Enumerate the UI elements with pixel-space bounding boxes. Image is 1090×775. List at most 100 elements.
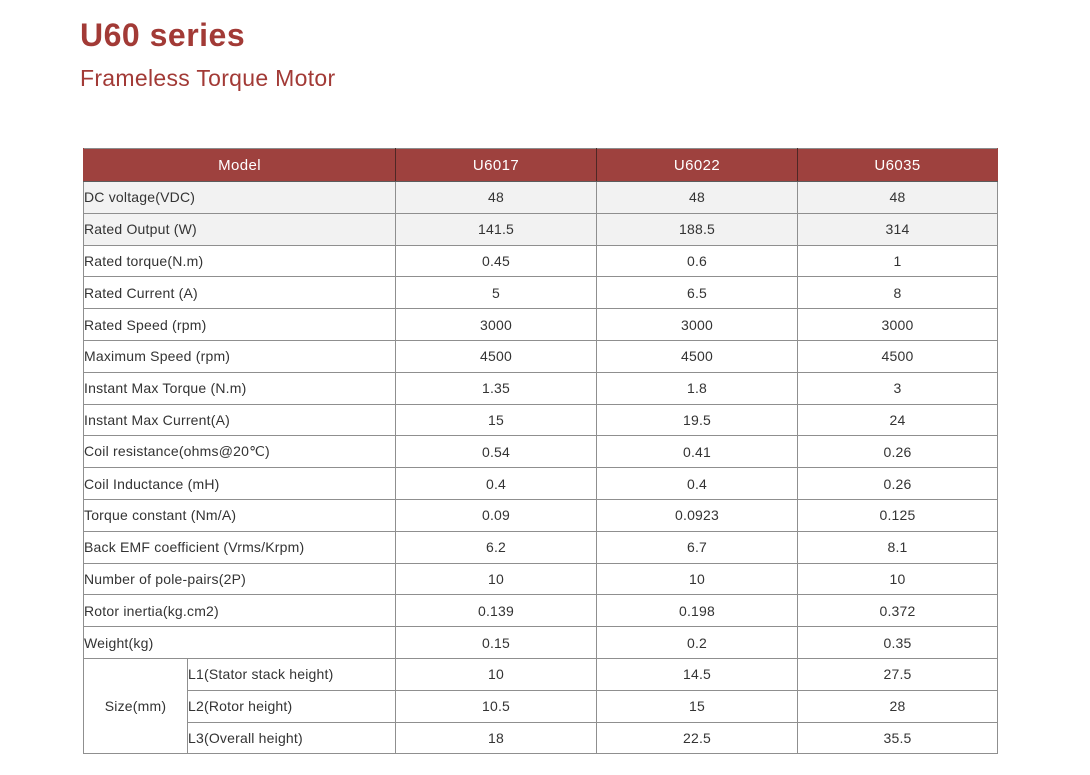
spec-value: 1.8 (596, 371, 799, 405)
size-value: 15 (596, 689, 799, 723)
spec-table-header: Model U6017 U6022 U6035 (82, 148, 999, 182)
table-row: Torque constant (Nm/A) 0.09 0.0923 0.125 (82, 498, 999, 532)
spec-row-label: Coil resistance(ohms@20℃) (82, 435, 397, 469)
spec-value: 10 (797, 562, 999, 596)
spec-value: 10 (596, 562, 799, 596)
spec-value: 8 (797, 276, 999, 310)
spec-value: 0.15 (395, 626, 598, 659)
spec-row-label: Rotor inertia(kg.cm2) (82, 594, 397, 628)
spec-row-label: Maximum Speed (rpm) (82, 339, 397, 373)
spec-value: 8.1 (797, 530, 999, 564)
size-value: 14.5 (596, 657, 799, 691)
spec-value: 188.5 (596, 212, 799, 246)
spec-value: 3000 (596, 308, 799, 341)
spec-row-label: Rated torque(N.m) (82, 244, 397, 278)
table-row: Rated Speed (rpm) 3000 3000 3000 (82, 308, 999, 341)
spec-row-label: Coil Inductance (mH) (82, 467, 397, 500)
spec-value: 3 (797, 371, 999, 405)
spec-value: 0.2 (596, 626, 799, 659)
spec-value: 4500 (395, 339, 598, 373)
table-row: Rated Current (A) 5 6.5 8 (82, 276, 999, 310)
spec-value: 6.7 (596, 530, 799, 564)
spec-row-label: Rated Output (W) (82, 212, 397, 246)
spec-row-label: Weight(kg) (82, 626, 397, 659)
page-subtitle: Frameless Torque Motor (80, 65, 336, 91)
spec-value: 48 (395, 181, 598, 214)
spec-row-label: Instant Max Torque (N.m) (82, 371, 397, 405)
spec-row-label: Torque constant (Nm/A) (82, 498, 397, 532)
table-row: Maximum Speed (rpm) 4500 4500 4500 (82, 339, 999, 373)
spec-value: 1.35 (395, 371, 598, 405)
table-row: Instant Max Torque (N.m) 1.35 1.8 3 (82, 371, 999, 405)
size-row: L3(Overall height) 18 22.5 35.5 (84, 721, 999, 755)
spec-value: 1 (797, 244, 999, 278)
spec-value: 0.139 (395, 594, 598, 628)
table-row: Coil Inductance (mH) 0.4 0.4 0.26 (82, 467, 999, 500)
size-value: 22.5 (596, 721, 799, 755)
spec-value: 0.41 (596, 435, 799, 469)
table-row: Rated torque(N.m) 0.45 0.6 1 (82, 244, 999, 278)
size-value: 10.5 (395, 689, 598, 723)
size-value: 18 (395, 721, 598, 755)
motor-spec-table: Model U6017 U6022 U6035 DC voltage(VDC) 4… (82, 148, 999, 755)
spec-value: 141.5 (395, 212, 598, 246)
spec-value: 19.5 (596, 403, 799, 437)
spec-row-label: Number of pole-pairs(2P) (82, 562, 397, 596)
spec-row-label: Instant Max Current(A) (82, 403, 397, 437)
spec-value: 6.2 (395, 530, 598, 564)
spec-row-label: Rated Speed (rpm) (82, 308, 397, 341)
size-row: L2(Rotor height) 10.5 15 28 (84, 689, 999, 723)
spec-value: 314 (797, 212, 999, 246)
table-row: Number of pole-pairs(2P) 10 10 10 (82, 562, 999, 596)
size-sub-label: L2(Rotor height) (186, 689, 397, 723)
table-row: Instant Max Current(A) 15 19.5 24 (82, 403, 999, 437)
spec-value: 4500 (596, 339, 799, 373)
size-value: 10 (395, 657, 598, 691)
header-u6022: U6022 (596, 148, 799, 182)
spec-value: 0.0923 (596, 498, 799, 532)
table-row: Weight(kg) 0.15 0.2 0.35 (82, 626, 999, 659)
spec-table-body: DC voltage(VDC) 48 48 48 Rated Output (W) 141… (82, 181, 999, 755)
spec-value: 48 (797, 181, 999, 214)
spec-value: 6.5 (596, 276, 799, 310)
size-value: 27.5 (797, 657, 999, 691)
spec-value: 24 (797, 403, 999, 437)
spec-value: 0.45 (395, 244, 598, 278)
spec-value: 3000 (395, 308, 598, 341)
spec-row-label: Back EMF coefficient (Vrms/Krpm) (82, 530, 397, 564)
header-u6017: U6017 (395, 148, 598, 182)
spec-value: 0.35 (797, 626, 999, 659)
spec-row-label: DC voltage(VDC) (82, 181, 397, 214)
spec-row-label: Rated Current (A) (82, 276, 397, 310)
size-sub-label: L3(Overall height) (186, 721, 397, 755)
table-row: Rated Output (W) 141.5 188.5 314 (82, 212, 999, 246)
page-title: U60 series (80, 17, 246, 53)
spec-value: 0.198 (596, 594, 799, 628)
size-row: Size(mm) L1(Stator stack height) 10 14.5 27.… (83, 657, 999, 755)
spec-value: 0.4 (596, 467, 799, 500)
spec-value: 3000 (797, 308, 999, 341)
spec-value: 10 (395, 562, 598, 596)
spec-value: 48 (596, 181, 799, 214)
size-value: 35.5 (797, 721, 999, 755)
size-group-label: Size(mm) (83, 657, 188, 755)
size-sub-label: L1(Stator stack height) (186, 657, 397, 691)
table-row: Coil resistance(ohms@20℃) 0.54 0.41 0.26 (82, 435, 999, 469)
table-row: Back EMF coefficient (Vrms/Krpm) 6.2 6.7 8.… (82, 530, 999, 564)
header-model: Model (82, 148, 397, 182)
spec-value: 0.6 (596, 244, 799, 278)
header-row: Model U6017 U6022 U6035 (82, 148, 999, 182)
spec-value: 0.26 (797, 435, 999, 469)
table-row: Rotor inertia(kg.cm2) 0.139 0.198 0.372 (82, 594, 999, 628)
spec-value: 0.372 (797, 594, 999, 628)
spec-value: 5 (395, 276, 598, 310)
header-u6035: U6035 (797, 148, 999, 182)
spec-value: 4500 (797, 339, 999, 373)
spec-value: 0.26 (797, 467, 999, 500)
spec-value: 0.4 (395, 467, 598, 500)
spec-value: 0.54 (395, 435, 598, 469)
size-value: 28 (797, 689, 999, 723)
spec-value: 0.125 (797, 498, 999, 532)
table-row: DC voltage(VDC) 48 48 48 (82, 181, 999, 214)
